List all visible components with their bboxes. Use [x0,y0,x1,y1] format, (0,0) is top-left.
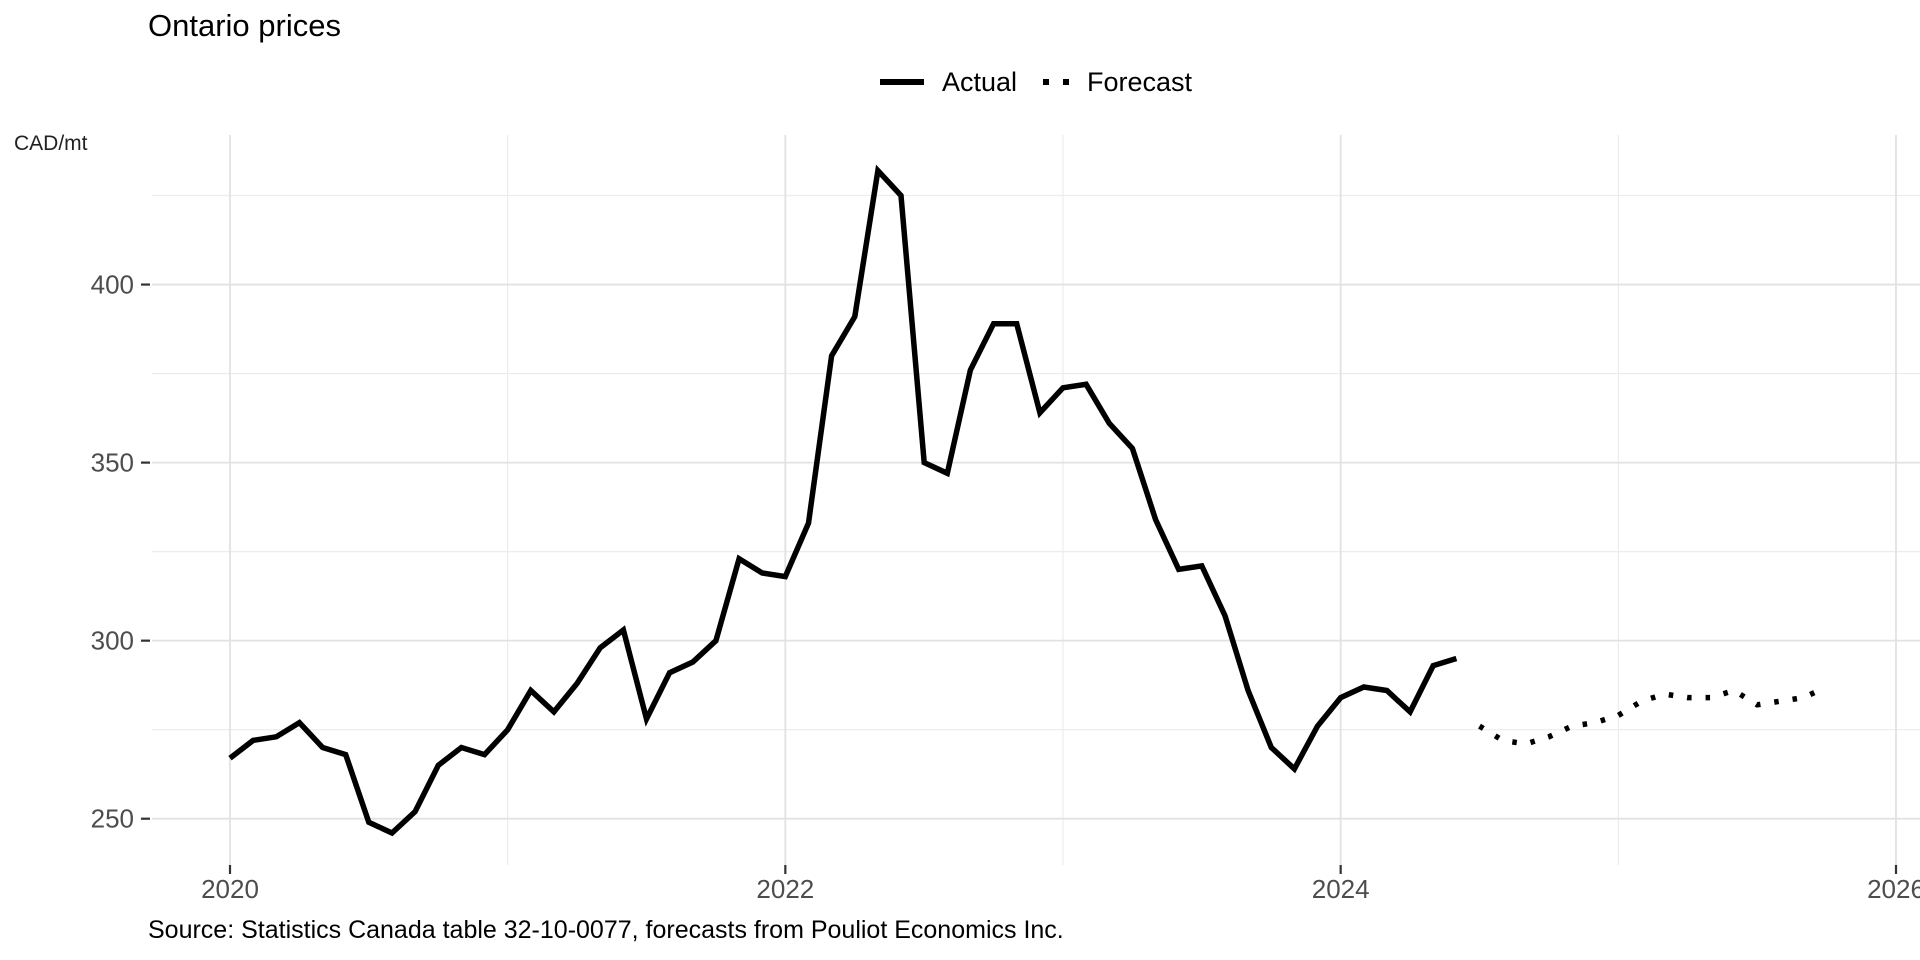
actual-line-key-icon [879,79,924,85]
actual-series-line [228,164,1458,837]
y-axis-tick-label: 300 [91,626,134,656]
legend-label-actual: Actual [941,66,1017,97]
chart-title: Ontario prices [148,8,341,43]
forecast-dotted-key-icon [1043,79,1069,85]
forecast-series-line [1478,684,1828,747]
source-caption: Source: Statistics Canada table 32-10-00… [148,916,1064,944]
y-axis-unit-label: CAD/mt [14,132,88,155]
x-axis-tick-label: 2024 [1312,874,1370,904]
legend-label-forecast: Forecast [1087,66,1193,97]
y-axis-tick-label: 350 [91,448,134,478]
legend: Actual Forecast [152,60,1920,104]
x-axis-tick-label: 2026 [1867,874,1920,904]
y-axis-tick-label: 250 [91,804,134,834]
x-axis-tick-label: 2020 [201,874,259,904]
y-axis-tick-label: 400 [91,270,134,300]
x-axis-tick-label: 2022 [756,874,814,904]
